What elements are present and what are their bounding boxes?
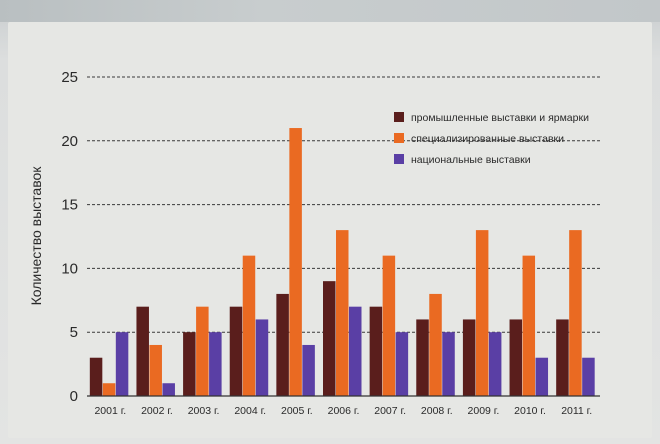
x-tick-label: 2002 г. — [141, 405, 173, 417]
tick-labels: 0 5 10 15 20 25 2001 г. 2002 г. 2003 г. 2004 г. 20… — [61, 69, 592, 417]
bar — [349, 306, 362, 396]
x-tick-label: 2009 г. — [468, 405, 500, 417]
x-tick-label: 2011 г. — [561, 405, 592, 417]
bar — [276, 293, 289, 396]
bar — [522, 255, 536, 396]
bar — [149, 344, 162, 396]
bar — [102, 383, 116, 396]
bar — [569, 230, 582, 396]
bar — [395, 332, 409, 396]
bar — [442, 332, 455, 396]
bar — [255, 319, 269, 396]
y-tick-label: 20 — [61, 133, 78, 150]
bar — [289, 128, 302, 397]
legend-label: промышленные выставки и ярмарки — [411, 112, 589, 124]
bar — [209, 332, 222, 396]
legend-label: национальные выставки — [411, 154, 531, 166]
bar — [475, 230, 489, 396]
bar — [115, 332, 129, 396]
x-tick-label: 2008 г. — [421, 405, 453, 417]
bar — [382, 255, 396, 396]
y-tick-label: 15 — [61, 197, 78, 214]
y-axis-label: Количество выставок — [28, 166, 44, 306]
legend-label: специализированные выставки — [411, 133, 564, 145]
bar — [302, 344, 315, 396]
bars — [89, 128, 595, 397]
x-tick-label: 2006 г. — [328, 405, 360, 417]
y-tick-label: 0 — [70, 388, 78, 405]
x-tick-label: 2007 г. — [374, 405, 406, 417]
x-tick-label: 2005 г. — [281, 405, 313, 417]
bar — [416, 319, 429, 396]
bar — [242, 255, 256, 396]
bar — [462, 319, 476, 396]
bar — [582, 357, 595, 396]
legend-swatch — [394, 133, 404, 143]
bar — [336, 230, 349, 396]
bar — [162, 383, 175, 396]
x-tick-label: 2004 г. — [234, 405, 266, 417]
legend: промышленные выставки и ярмарки специализ… — [394, 112, 589, 166]
legend-swatch — [394, 112, 404, 122]
bar — [136, 306, 149, 396]
bar — [488, 332, 502, 396]
x-tick-label: 2003 г. — [188, 405, 220, 417]
bar — [369, 306, 383, 396]
y-tick-label: 5 — [70, 324, 78, 341]
bar — [535, 357, 549, 396]
x-tick-label: 2001 г. — [94, 405, 126, 417]
y-tick-label: 10 — [61, 260, 78, 277]
bar — [183, 332, 196, 396]
bar — [89, 357, 103, 396]
bar — [196, 306, 209, 396]
x-tick-label: 2010 г. — [514, 405, 546, 417]
bar — [323, 281, 336, 396]
legend-swatch — [394, 154, 404, 164]
y-tick-label: 25 — [61, 69, 78, 86]
top-band — [0, 0, 660, 22]
bar — [229, 306, 243, 396]
bar — [556, 319, 569, 396]
bar — [509, 319, 523, 396]
bar — [429, 293, 442, 396]
